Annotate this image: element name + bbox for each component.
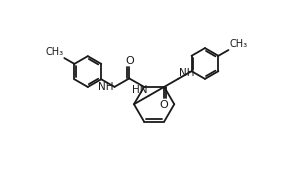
Text: HN: HN (132, 85, 148, 95)
Text: O: O (125, 56, 134, 66)
Text: CH₃: CH₃ (45, 47, 64, 57)
Text: CH₃: CH₃ (229, 39, 247, 49)
Text: NH: NH (179, 68, 195, 78)
Text: NH: NH (98, 82, 114, 92)
Text: O: O (159, 100, 168, 110)
